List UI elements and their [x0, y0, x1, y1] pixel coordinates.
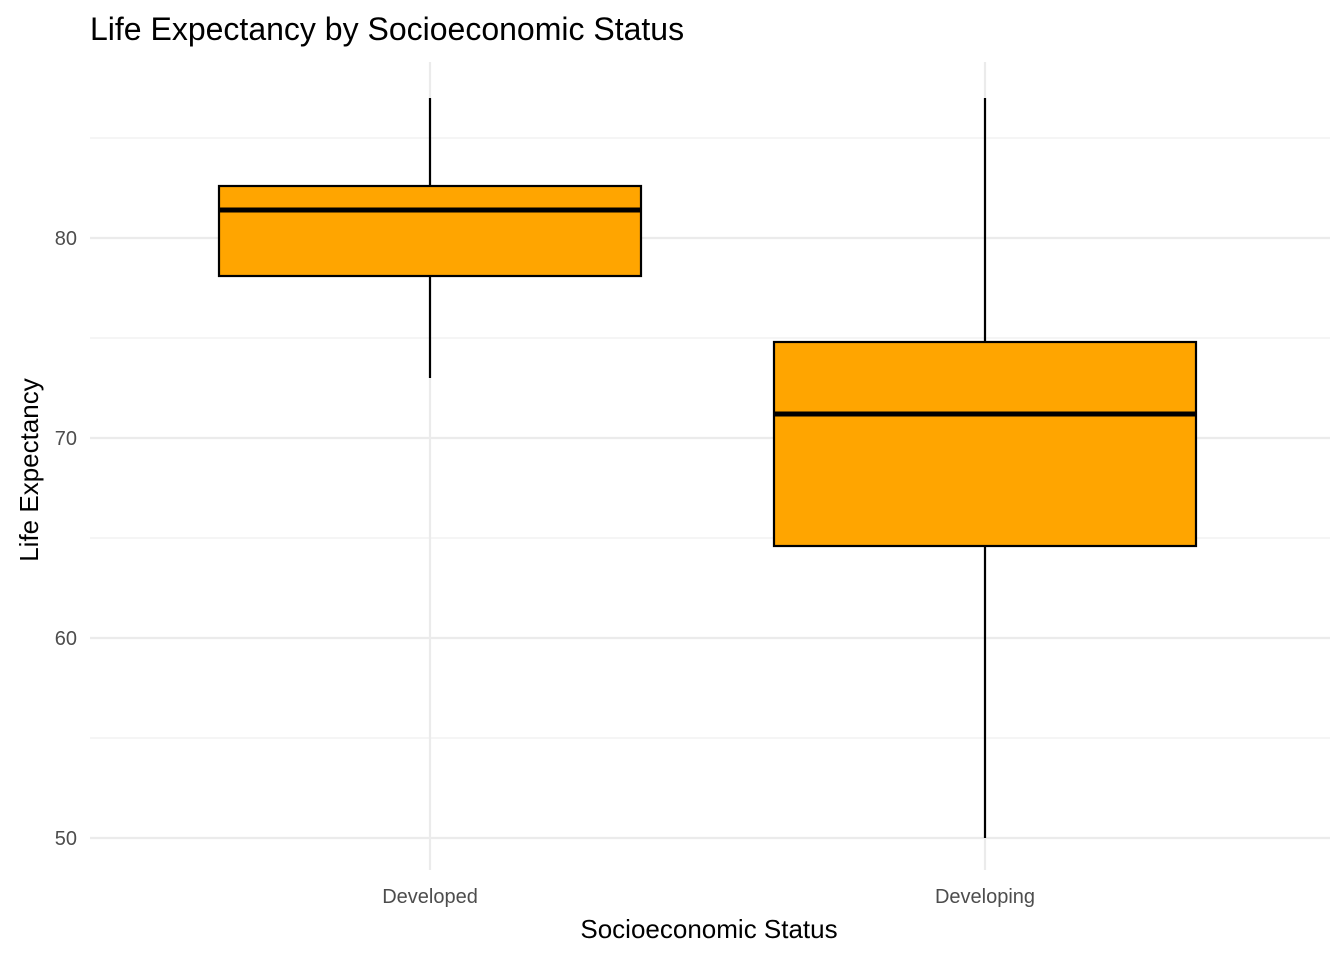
chart-title: Life Expectancy by Socioeconomic Status	[90, 11, 684, 47]
iqr-box	[217, 184, 643, 278]
x-tick-label: Developing	[935, 886, 1035, 908]
box-marks	[217, 98, 1198, 838]
y-tick-label: 80	[55, 228, 77, 250]
x-axis-ticks: Developed Developing	[382, 886, 1035, 908]
iqr-box	[772, 340, 1198, 548]
y-axis-ticks: 50 60 70 80	[55, 228, 77, 850]
y-tick-label: 50	[55, 828, 77, 850]
x-tick-label: Developed	[382, 886, 478, 908]
y-axis-title: Life Expectancy	[14, 378, 44, 562]
y-tick-label: 60	[55, 628, 77, 650]
x-axis-title: Socioeconomic Status	[580, 914, 837, 944]
y-tick-label: 70	[55, 428, 77, 450]
